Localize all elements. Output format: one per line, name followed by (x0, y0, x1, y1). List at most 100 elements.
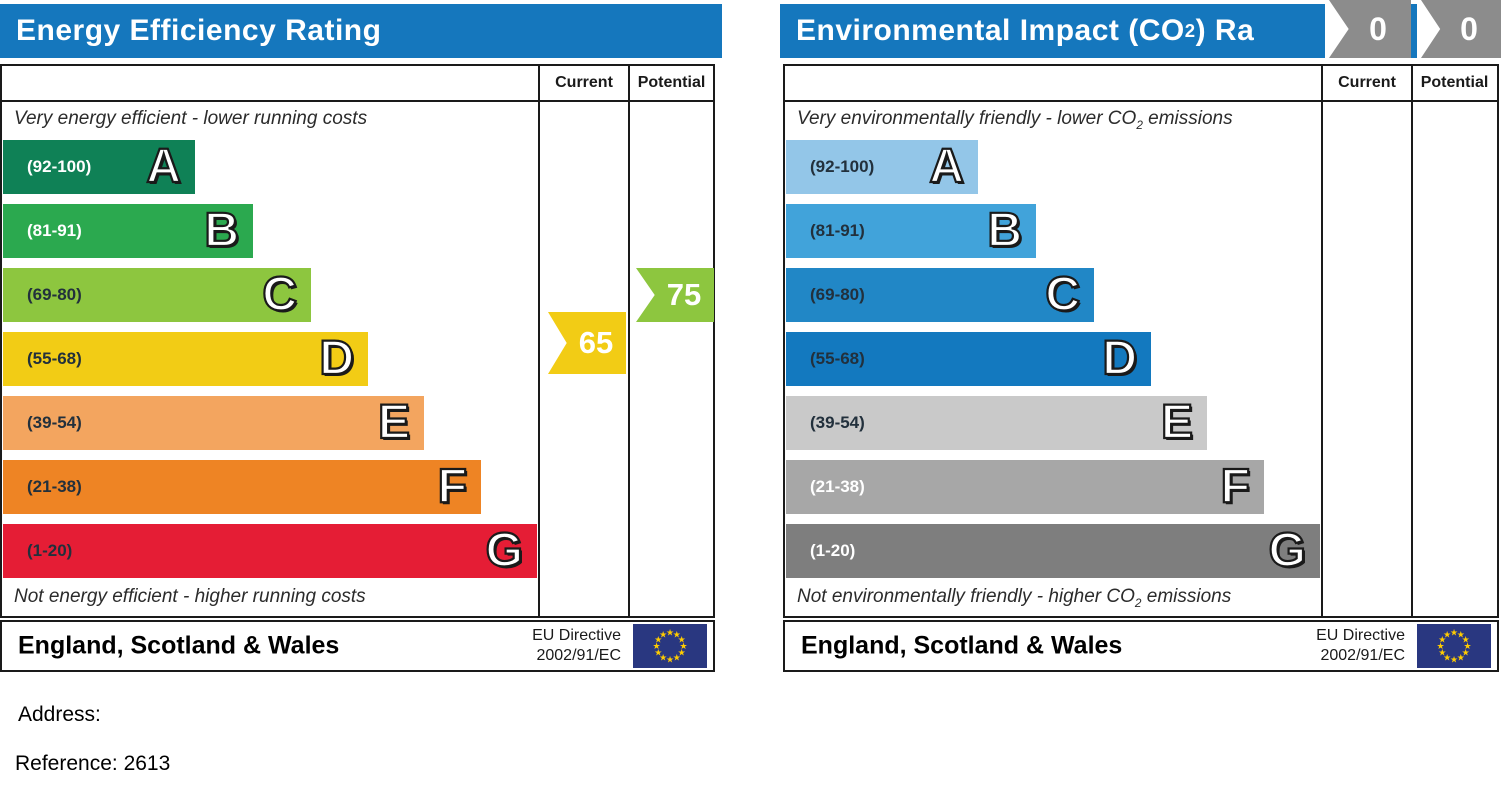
svg-text:★: ★ (654, 648, 662, 658)
band-range-label: (21-38) (27, 477, 82, 496)
band-range-label: (39-54) (810, 413, 865, 432)
band-letter: E (1160, 396, 1194, 449)
svg-text:★: ★ (1462, 635, 1470, 645)
eu-directive-label: EU Directive 2002/91/EC (1316, 626, 1405, 666)
band-range-label: (55-68) (810, 349, 865, 368)
environmental-chart-footer: England, Scotland & Wales EU Directive 2… (783, 620, 1499, 672)
top-caption-text: Very environmentally friendly - lower CO (797, 108, 1137, 129)
band-bar: (92-100) A (786, 140, 978, 194)
band-range-label: (55-68) (27, 349, 82, 368)
band-row-c: (69-80) C (3, 268, 537, 332)
environmental-chart-table: Current Potential Very environmentally f… (783, 64, 1499, 618)
band-range-label: (69-80) (810, 285, 865, 304)
band-row-g: (1-20) G (3, 524, 537, 588)
svg-text:★: ★ (1450, 655, 1458, 665)
address-line: Address: (18, 703, 101, 727)
band-bar: (81-91) B (786, 204, 1036, 258)
band-row-g: (1-20) G (786, 524, 1320, 588)
environmental-bands: (92-100) A (81-91) B (69-80) C (55-68) D (39-54)… (786, 140, 1320, 588)
svg-text:★: ★ (673, 629, 681, 639)
reference-line: Reference: 2613 (15, 752, 170, 776)
energy-current-value: 65 (578, 325, 614, 360)
svg-text:★: ★ (678, 648, 686, 658)
eu-directive-line1: EU Directive (532, 627, 621, 644)
svg-text:★: ★ (673, 653, 681, 663)
band-range-label: (81-91) (27, 221, 82, 240)
band-bar: (55-68) D (3, 332, 368, 386)
band-bar: (69-80) C (786, 268, 1094, 322)
svg-text:★: ★ (659, 653, 667, 663)
header-row-divider (2, 100, 713, 102)
band-range-label: (1-20) (27, 541, 73, 560)
column-divider-potential (628, 66, 630, 616)
band-row-a: (92-100) A (786, 140, 1320, 204)
band-row-b: (81-91) B (3, 204, 537, 268)
band-letter: F (437, 460, 469, 513)
energy-chart-footer: England, Scotland & Wales EU Directive 2… (0, 620, 715, 672)
band-bar: (55-68) D (786, 332, 1151, 386)
svg-text:★: ★ (1457, 653, 1465, 663)
bottom-caption-sub: 2 (1134, 596, 1142, 610)
top-caption: Very energy efficient - lower running co… (14, 108, 367, 132)
environmental-current-badge-shape: 0 (1329, 0, 1411, 58)
bottom-caption-suffix: emissions (1141, 586, 1232, 607)
band-row-d: (55-68) D (786, 332, 1320, 396)
band-range-label: (81-91) (810, 221, 865, 240)
band-letter: B (986, 204, 1023, 257)
svg-text:★: ★ (1443, 653, 1451, 663)
svg-text:★: ★ (1438, 648, 1446, 658)
band-letter: G (485, 524, 525, 577)
svg-text:★: ★ (678, 635, 686, 645)
svg-text:★: ★ (1438, 635, 1446, 645)
eu-directive-line1: EU Directive (1316, 627, 1405, 644)
band-letter: C (1044, 268, 1081, 321)
svg-text:★: ★ (1436, 641, 1444, 651)
environmental-current-value: 0 (1369, 10, 1387, 47)
column-divider-current (538, 66, 540, 616)
band-bar: (1-20) G (3, 524, 537, 578)
band-letter: D (318, 332, 355, 385)
band-bar: (1-20) G (786, 524, 1320, 578)
potential-column-header: Potential (1420, 74, 1489, 91)
band-row-d: (55-68) D (3, 332, 537, 396)
band-letter: A (145, 140, 182, 193)
band-bar: (39-54) E (3, 396, 424, 450)
band-row-f: (21-38) F (3, 460, 537, 524)
band-range-label: (92-100) (27, 157, 92, 176)
eu-directive-line2: 2002/91/EC (1320, 647, 1405, 664)
environmental-potential-badge: 0 (1417, 0, 1501, 58)
svg-text:★: ★ (659, 629, 667, 639)
svg-text:★: ★ (1457, 629, 1465, 639)
band-range-label: (1-20) (810, 541, 856, 560)
top-caption-text: Very energy efficient - lower running co… (14, 108, 368, 129)
band-row-a: (92-100) A (3, 140, 537, 204)
band-range-label: (69-80) (27, 285, 82, 304)
region-label: England, Scotland & Wales (18, 631, 340, 660)
band-bar: (81-91) B (3, 204, 253, 258)
environmental-potential-badge-shape: 0 (1421, 0, 1501, 58)
environmental-current-badge: 0 (1325, 0, 1411, 58)
band-bar: (21-38) F (3, 460, 481, 514)
band-range-label: (39-54) (27, 413, 82, 432)
bottom-caption-text: Not environmentally friendly - higher CO (797, 586, 1135, 607)
svg-text:★: ★ (1462, 648, 1470, 658)
svg-text:★: ★ (666, 655, 674, 665)
environmental-chart-title: Environmental Impact (CO (796, 14, 1185, 47)
svg-text:★: ★ (1443, 629, 1451, 639)
environmental-title-suffix: ) Ra (1195, 14, 1255, 47)
svg-text:★: ★ (654, 635, 662, 645)
svg-text:★: ★ (652, 641, 660, 651)
eu-flag-icon: ★★★ ★★★ ★★★ ★★★ (1417, 624, 1491, 668)
bottom-caption-text: Not energy efficient - higher running co… (14, 586, 366, 607)
region-label: England, Scotland & Wales (801, 631, 1123, 660)
band-letter: A (928, 140, 965, 193)
current-column-header: Current (555, 74, 613, 91)
top-caption: Very environmentally friendly - lower CO… (797, 108, 1233, 132)
svg-text:★: ★ (666, 628, 674, 638)
reference-value: 2613 (123, 752, 171, 775)
band-row-e: (39-54) E (786, 396, 1320, 460)
band-range-label: (92-100) (810, 157, 875, 176)
band-letter: F (1220, 460, 1252, 513)
band-bar: (21-38) F (786, 460, 1264, 514)
